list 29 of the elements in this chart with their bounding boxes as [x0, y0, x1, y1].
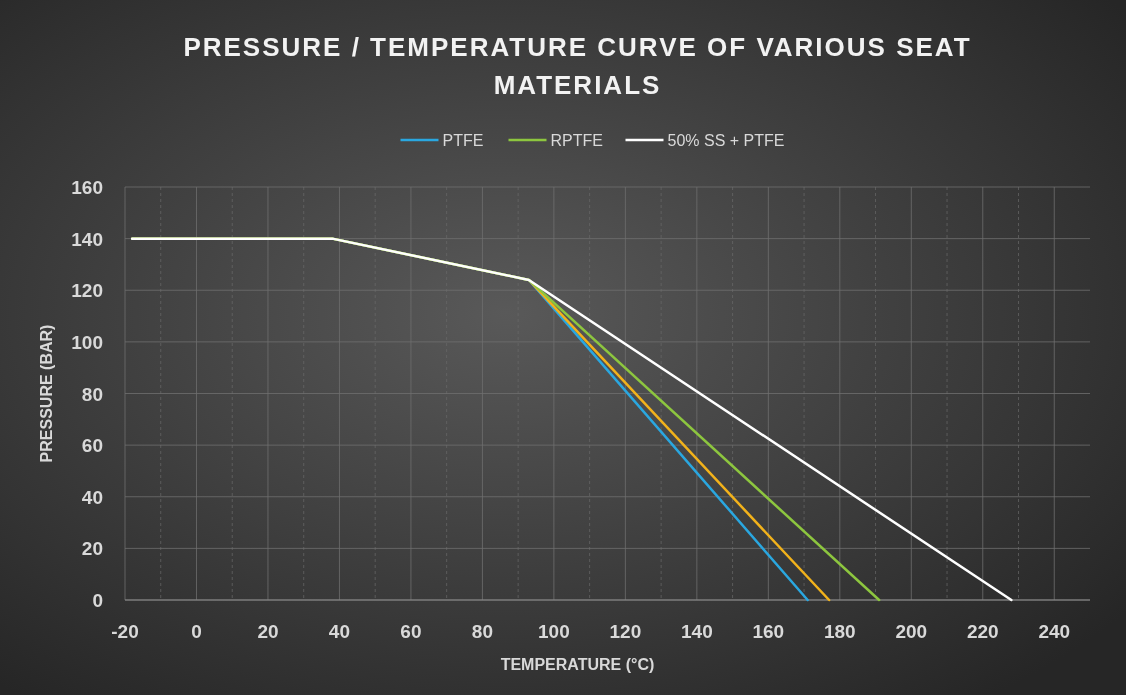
x-tick-label: 220 — [966, 621, 999, 642]
x-tick-label: 200 — [895, 621, 928, 642]
y-tick-label: 0 — [92, 590, 103, 611]
y-tick-label: 80 — [81, 383, 103, 405]
legend-label: RPTFE — [550, 132, 603, 149]
x-tick-label: 60 — [400, 621, 422, 642]
x-tick-label: 180 — [823, 621, 856, 642]
x-tick-label: 80 — [471, 621, 493, 642]
x-tick-label: 120 — [609, 621, 642, 642]
x-tick-label: 40 — [328, 621, 351, 642]
x-tick-label: 0 — [191, 621, 202, 642]
y-tick-label: 40 — [81, 486, 103, 508]
x-tick-label: 100 — [538, 621, 570, 642]
x-axis-title: TEMPERATURE (°C) — [500, 656, 655, 673]
y-tick-label: 100 — [71, 331, 103, 353]
y-tick-label: 60 — [81, 435, 103, 457]
x-tick-label: 240 — [1038, 621, 1071, 642]
legend-label: PTFE — [442, 132, 484, 149]
x-tick-label: 20 — [257, 621, 279, 642]
y-tick-label: 20 — [81, 538, 103, 560]
chart-title: PRESSURE / TEMPERATURE CURVE OF VARIOUS SEAT MATERIALS — [183, 32, 972, 100]
x-tick-label: 160 — [752, 621, 785, 642]
y-axis-title: PRESSURE (BAR) — [38, 324, 55, 463]
x-tick-label: -20 — [111, 621, 139, 642]
y-tick-label: 120 — [71, 280, 103, 302]
y-tick-label: 140 — [71, 228, 103, 250]
legend-label: 50% SS + PTFE — [667, 132, 785, 149]
y-tick-label: 160 — [71, 177, 103, 198]
x-tick-label: 140 — [681, 621, 713, 642]
